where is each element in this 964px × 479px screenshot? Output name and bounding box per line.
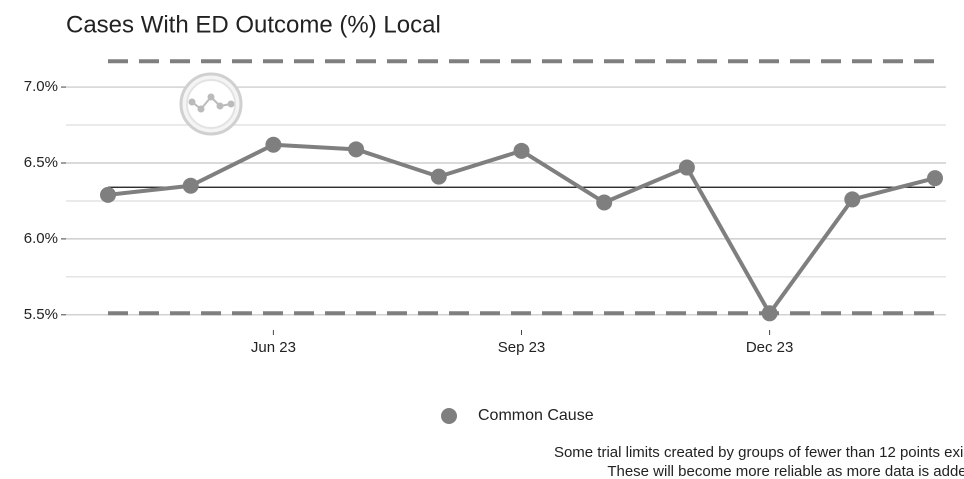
series-line xyxy=(107,142,936,316)
chart-title: Cases With ED Outcome (%) Local xyxy=(66,11,441,38)
data-point xyxy=(100,186,116,203)
footnote: These will become more reliable as more … xyxy=(607,463,964,479)
footnote: Some trial limits created by groups of f… xyxy=(554,444,964,461)
data-point xyxy=(265,136,282,153)
y-tick-label: 6.5% xyxy=(24,154,58,171)
data-point xyxy=(678,159,695,176)
data-point xyxy=(844,191,861,208)
data-point xyxy=(761,305,778,322)
icon xyxy=(179,72,243,136)
x-tick-label: Sep 23 xyxy=(498,339,546,356)
legend-marker xyxy=(441,408,457,424)
legend-label: Common Cause xyxy=(478,407,594,424)
y-tick-label: 6.0% xyxy=(24,230,58,247)
data-point xyxy=(596,194,613,211)
y-tick-label: 5.5% xyxy=(24,306,58,323)
data-point xyxy=(430,168,447,185)
x-tick-label: Dec 23 xyxy=(746,339,794,356)
data-point xyxy=(513,142,530,159)
y-tick-label: 7.0% xyxy=(24,78,58,95)
data-point xyxy=(348,141,365,158)
x-tick-label: Jun 23 xyxy=(251,339,296,356)
data-point xyxy=(182,177,199,194)
data-point xyxy=(927,170,943,187)
